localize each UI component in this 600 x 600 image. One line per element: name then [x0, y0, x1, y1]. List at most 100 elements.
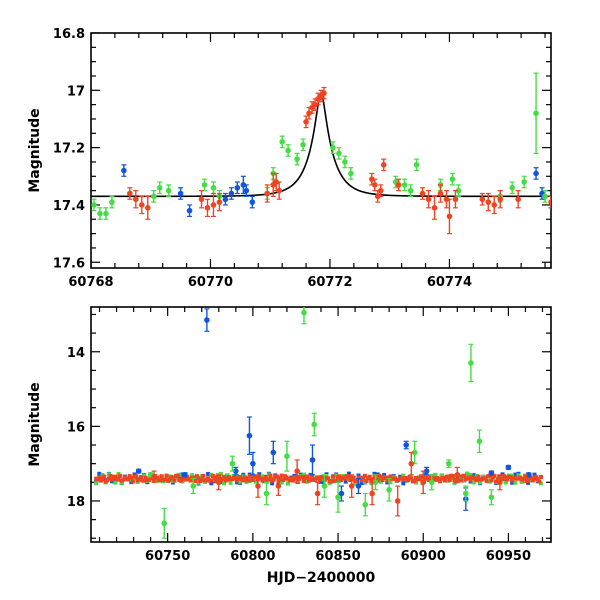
baseline-point: [247, 474, 252, 479]
data-point: [314, 481, 321, 506]
series-blue: [121, 164, 545, 218]
baseline-point: [158, 478, 163, 483]
x-tick-label: 60900: [401, 549, 446, 564]
marker: [255, 483, 261, 489]
baseline-point: [196, 476, 201, 481]
marker: [177, 190, 184, 197]
marker: [371, 182, 378, 188]
marker: [425, 196, 432, 203]
data-point: [509, 181, 515, 195]
data-point: [263, 481, 270, 506]
marker: [301, 309, 307, 316]
baseline-point: [134, 474, 139, 479]
plot-frame: [90, 306, 552, 543]
baseline-point: [242, 475, 247, 480]
data-point: [190, 477, 197, 495]
data-point: [165, 184, 172, 197]
data-point: [264, 184, 271, 203]
marker: [377, 187, 384, 194]
baseline-point: [337, 474, 342, 479]
marker: [454, 472, 461, 478]
baseline-point: [268, 473, 273, 478]
data-point: [222, 192, 229, 206]
data-point: [445, 459, 452, 468]
data-point: [294, 459, 300, 483]
data-point: [355, 477, 362, 495]
baseline-point: [526, 478, 531, 483]
series-red: [127, 86, 551, 235]
data-point: [204, 308, 210, 332]
baseline-point: [310, 473, 315, 478]
baseline-point: [194, 474, 199, 479]
baseline-point: [113, 474, 118, 479]
marker: [488, 470, 495, 476]
baseline-point: [383, 476, 388, 481]
marker: [522, 475, 529, 482]
baseline-point: [270, 481, 275, 486]
baseline-point: [250, 477, 255, 482]
marker: [330, 144, 336, 151]
marker: [485, 199, 492, 205]
marker: [505, 464, 512, 471]
baseline-point: [401, 473, 406, 478]
data-point: [198, 190, 205, 209]
baseline-point: [412, 478, 417, 483]
data-point: [431, 195, 438, 220]
baseline-point: [228, 480, 233, 485]
baseline-points-red: [94, 473, 543, 484]
baseline-point: [265, 479, 270, 484]
data-point: [97, 207, 103, 220]
baseline-point: [494, 479, 499, 484]
baseline-point: [530, 478, 535, 483]
data-point: [309, 444, 316, 476]
baseline-point: [130, 479, 135, 484]
data-point: [294, 152, 300, 166]
baseline-point: [199, 478, 204, 483]
marker: [151, 473, 157, 480]
baseline-point: [388, 480, 393, 485]
data-point: [303, 115, 309, 129]
data-point: [255, 474, 261, 498]
marker: [372, 479, 379, 486]
data-point: [186, 204, 193, 218]
baseline-point: [220, 477, 225, 482]
baseline-point: [417, 477, 422, 482]
baseline-point: [234, 474, 239, 479]
data-point: [488, 489, 495, 506]
marker: [97, 210, 103, 217]
data-point: [284, 440, 290, 472]
data-point: [348, 167, 354, 180]
marker: [497, 196, 504, 203]
data-point: [210, 181, 217, 195]
baseline-point: [254, 479, 259, 484]
marker: [311, 421, 317, 428]
marker: [243, 187, 250, 194]
baseline-point: [380, 477, 385, 482]
marker: [285, 147, 291, 154]
baseline-point: [378, 474, 383, 479]
data-point: [491, 195, 498, 215]
baseline-point: [212, 475, 217, 480]
baseline-point: [329, 479, 334, 484]
baseline-point: [234, 480, 239, 485]
data-point: [413, 158, 420, 172]
zoom-light-curve-panel: 60768 60770 60772 60774 16.8 17 17.2 17.4 17.6 Ma…: [27, 27, 552, 290]
data-point: [423, 466, 430, 476]
baseline-point: [334, 478, 339, 483]
model-curve: [91, 91, 551, 198]
baseline-point: [500, 477, 505, 482]
baseline-point: [441, 476, 446, 481]
baseline-point: [271, 477, 276, 482]
data-point: [336, 147, 342, 160]
data-point: [161, 507, 168, 539]
baseline-point: [289, 476, 294, 481]
baseline-point: [119, 480, 124, 485]
marker: [198, 196, 205, 203]
y-tick-label: 16.8: [53, 27, 85, 42]
baseline-point: [484, 478, 489, 483]
x-axis-label: HJD−2400000: [267, 570, 376, 586]
baseline-point: [201, 473, 206, 478]
baseline-point: [142, 478, 147, 483]
x-tick-label: 60950: [486, 549, 531, 564]
baseline-point: [106, 476, 111, 481]
